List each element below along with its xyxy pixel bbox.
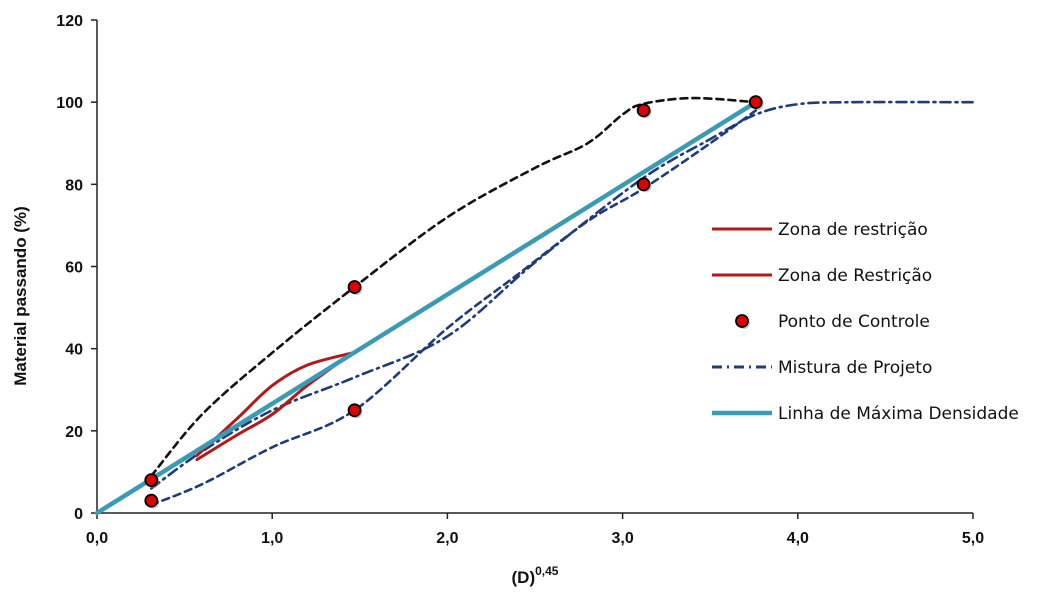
tick-labels: 0,0 1,0 2,0 3,0 4,0 5,0 0 20 40 60 80 100 120	[56, 13, 984, 547]
legend-label: Ponto de Controle	[778, 312, 930, 332]
legend-swatch-marker	[735, 314, 749, 328]
series-line-5	[150, 96, 758, 478]
y-tick-label: 60	[65, 260, 83, 277]
legend-label: Zona de restrição	[778, 220, 928, 240]
series-layer	[94, 96, 975, 516]
legend: Zona de restrição Zona de Restrição Ponto …	[712, 220, 1019, 424]
legend-label: Mistura de Projeto	[778, 358, 932, 378]
marker-layer	[144, 95, 764, 509]
control-point-marker	[144, 493, 159, 508]
series-line-1	[195, 351, 355, 457]
y-tick-label: 0	[74, 506, 83, 523]
series-line-6	[150, 109, 758, 507]
control-point-marker	[347, 280, 362, 294]
y-tick-label: 80	[65, 177, 83, 194]
y-tick-label: 120	[56, 13, 83, 30]
y-tick-label: 20	[65, 424, 83, 441]
x-tick-label: 2,0	[436, 530, 458, 547]
y-tick-label: 100	[56, 95, 83, 112]
x-tick-label: 5,0	[962, 530, 984, 547]
x-axis-title-superscript: 0,45	[535, 564, 559, 578]
control-point-marker	[636, 103, 651, 118]
control-point-marker	[748, 95, 763, 110]
control-point-marker	[144, 473, 159, 488]
y-axis-title: Material passando (%)	[11, 206, 30, 386]
legend-label: Linha de Máxima Densidade	[778, 404, 1019, 424]
series-line-4	[94, 99, 759, 516]
y-tick-label: 40	[65, 342, 83, 359]
x-axis-title-base: (D)	[512, 568, 536, 587]
x-tick-label: 4,0	[787, 530, 809, 547]
legend-label: Zona de Restrição	[778, 266, 932, 286]
x-tick-label: 1,0	[261, 530, 283, 547]
series-line-3	[150, 100, 975, 490]
x-tick-label: 0,0	[86, 530, 108, 547]
x-tick-label: 3,0	[611, 530, 633, 547]
control-point-marker	[347, 403, 362, 418]
x-axis-title: (D)0,45	[512, 564, 559, 587]
control-point-marker	[636, 177, 651, 192]
